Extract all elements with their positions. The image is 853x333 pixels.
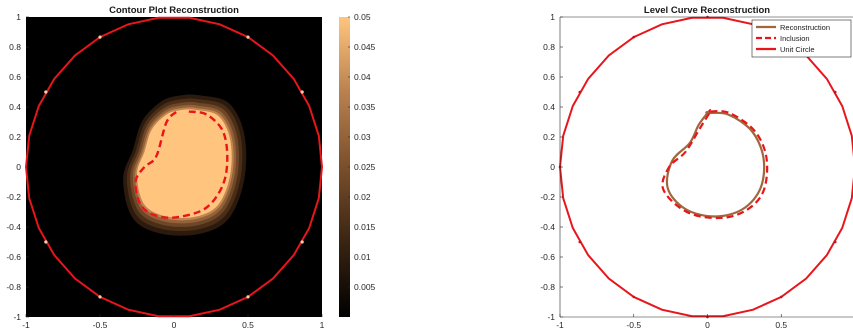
electrode-marker xyxy=(833,240,837,244)
colorbar-tick-label: 0.005 xyxy=(354,282,376,292)
contour-y-tick-label: -0.4 xyxy=(6,222,21,232)
contour-y-tick-label: 0.6 xyxy=(9,72,21,82)
contour-y-tick-label: -0.6 xyxy=(6,252,21,262)
contour-y-tick-label: 0.8 xyxy=(9,42,21,52)
level-y-axis-ticks: 1 0.8 0.6 0.4 0.2 0 -0.2 -0.4 -0.6 -0.8 -1 xyxy=(540,12,563,322)
colorbar: 0.05 0.045 0.04 0.035 0.03 0.025 0.02 0.015 0.01… xyxy=(339,12,376,317)
level-y-tick-label: -0.2 xyxy=(540,192,555,202)
colorbar-tick-label: 0.015 xyxy=(354,222,376,232)
contour-y-tick-label: -1 xyxy=(13,312,21,322)
reconstruction-series xyxy=(665,110,766,218)
level-y-tick-label: 1 xyxy=(550,12,555,22)
contour-y-axis-ticks: 1 0.8 0.6 0.4 0.2 0 -0.2 -0.4 -0.6 -0.8 -1 xyxy=(6,12,29,322)
contour-y-tick-label: 0.4 xyxy=(9,102,21,112)
contour-x-axis-ticks: -1 -0.5 0 0.5 1 xyxy=(22,314,325,330)
electrode-marker xyxy=(246,295,250,299)
electrode-marker xyxy=(833,90,837,94)
colorbar-bar xyxy=(339,17,350,317)
level-y-tick-label: 0.2 xyxy=(543,132,555,142)
level-y-tick-label: -0.8 xyxy=(540,282,555,292)
colorbar-tick-label: 0.02 xyxy=(354,192,371,202)
colorbar-tick-label: 0.025 xyxy=(354,162,376,172)
contour-y-tick-label: 1 xyxy=(16,12,21,22)
level-y-tick-label: 0.6 xyxy=(543,72,555,82)
electrode-marker xyxy=(98,35,102,39)
contour-level xyxy=(137,109,232,218)
contour-plot-panel: Contour Plot Reconstruction -1 -0.5 0 0.5 1 … xyxy=(6,5,375,330)
contour-x-tick-label: -0.5 xyxy=(93,320,108,330)
colorbar-tick-label: 0.01 xyxy=(354,252,371,262)
level-x-tick-label: -0.5 xyxy=(626,320,641,330)
level-curve-title: Level Curve Reconstruction xyxy=(644,5,770,16)
contour-y-tick-label: -0.8 xyxy=(6,282,21,292)
contour-filled-region xyxy=(123,94,247,236)
colorbar-tick-label: 0.04 xyxy=(354,72,371,82)
electrode-marker xyxy=(98,295,102,299)
electrode-marker xyxy=(578,240,582,244)
electrode-marker xyxy=(632,295,636,299)
contour-x-tick-label: -1 xyxy=(22,320,30,330)
contour-x-tick-label: 1 xyxy=(320,320,325,330)
electrode-marker xyxy=(300,240,304,244)
level-y-tick-label: 0.4 xyxy=(543,102,555,112)
level-y-tick-label: -0.4 xyxy=(540,222,555,232)
legend-label: Reconstruction xyxy=(780,23,830,32)
electrode-marker xyxy=(300,90,304,94)
contour-y-tick-label: 0 xyxy=(16,162,21,172)
level-y-tick-label: 0.8 xyxy=(543,42,555,52)
colorbar-tick-label: 0.035 xyxy=(354,102,376,112)
contour-x-tick-label: 0.5 xyxy=(242,320,254,330)
electrode-marker xyxy=(246,35,250,39)
level-y-tick-label: 0 xyxy=(550,162,555,172)
level-curve-panel: Level Curve Reconstruction -1 -0.5 0 0.5 1 0… xyxy=(540,5,853,330)
legend: Reconstruction Inclusion Unit Circle xyxy=(751,19,852,58)
contour-y-tick-label: -0.2 xyxy=(6,192,21,202)
level-y-tick-label: -0.6 xyxy=(540,252,555,262)
legend-label: Inclusion xyxy=(780,34,810,43)
electrode-marker xyxy=(44,240,48,244)
electrode-marker xyxy=(578,90,582,94)
level-x-axis-ticks: -1 -0.5 0 0.5 xyxy=(556,16,853,330)
level-x-tick-label: -1 xyxy=(556,320,564,330)
contour-y-tick-label: 0.2 xyxy=(9,132,21,142)
electrode-marker xyxy=(44,90,48,94)
contour-plot-title: Contour Plot Reconstruction xyxy=(109,5,239,16)
electrode-marker xyxy=(779,295,783,299)
electrode-marker xyxy=(632,35,636,39)
colorbar-tick-label: 0.045 xyxy=(354,42,376,52)
level-x-tick-label: 0 xyxy=(705,320,710,330)
level-x-tick-label: 0.5 xyxy=(775,320,787,330)
level-curve-axes-box xyxy=(560,17,853,317)
colorbar-tick-label: 0.05 xyxy=(354,12,371,22)
level-y-tick-label: -1 xyxy=(547,312,555,322)
colorbar-tick-label: 0.03 xyxy=(354,132,371,142)
legend-label: Unit Circle xyxy=(780,45,815,54)
contour-x-tick-label: 0 xyxy=(172,320,177,330)
